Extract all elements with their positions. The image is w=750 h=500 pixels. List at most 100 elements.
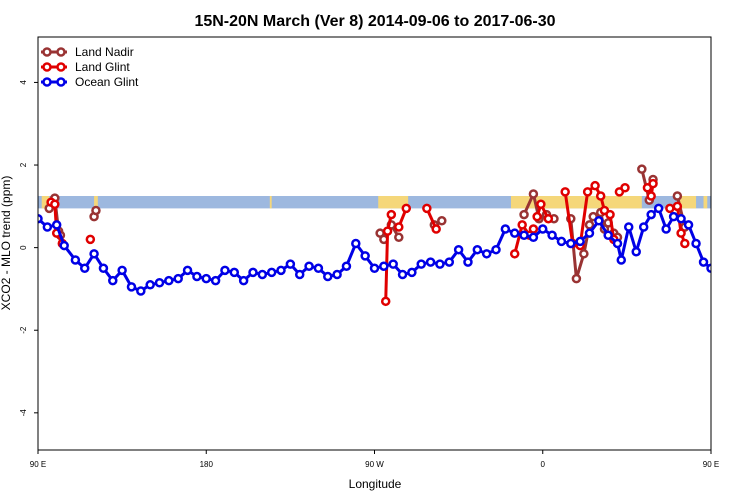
data-point [528, 189, 539, 199]
data-point [173, 273, 183, 284]
data-point [676, 228, 686, 238]
legend-label: Land Glint [75, 60, 130, 74]
legend-marker [56, 77, 66, 87]
data-point [653, 203, 664, 214]
data-point [89, 249, 99, 259]
data-point [431, 224, 441, 234]
legend-marker [56, 62, 66, 72]
data-point [571, 273, 582, 284]
land-band-segment [41, 196, 50, 209]
series-line [38, 206, 711, 293]
data-point [623, 222, 634, 232]
data-point [425, 257, 436, 267]
data-point [668, 211, 679, 222]
data-point [500, 224, 511, 234]
data-point [691, 238, 701, 249]
legend-marker [42, 47, 52, 57]
legend-marker [56, 47, 66, 57]
data-point [285, 259, 296, 269]
data-point [304, 261, 314, 271]
data-point [266, 267, 277, 278]
data-point [620, 182, 630, 193]
data-point [351, 238, 361, 249]
data-point [491, 244, 501, 255]
data-point [579, 249, 589, 259]
data-point [661, 224, 671, 234]
data-point [528, 224, 539, 234]
data-point [59, 240, 69, 251]
legend-marker [42, 62, 52, 72]
data-point [722, 213, 729, 220]
series-ocean-glint [38, 203, 750, 296]
land-band-segment [269, 196, 272, 209]
data-point [416, 259, 426, 269]
data-point [276, 265, 286, 276]
data-point [444, 257, 455, 267]
legend-item: Land Nadir [41, 45, 134, 59]
data-point [566, 238, 576, 249]
x-tick-label: 90 E [30, 460, 46, 469]
data-point [528, 232, 539, 243]
data-point [394, 222, 404, 232]
data-point [437, 216, 447, 226]
data-point [706, 263, 711, 274]
data-point [192, 271, 202, 282]
data-point [397, 269, 408, 280]
data-point [543, 213, 554, 224]
data-point [164, 275, 174, 286]
data-point [665, 203, 675, 214]
data-point [590, 180, 600, 191]
data-point [332, 269, 342, 280]
series-layer [38, 164, 750, 307]
data-point [51, 220, 62, 230]
data-point [360, 251, 370, 261]
data-point [248, 267, 258, 278]
data-point [519, 209, 529, 220]
data-point [85, 234, 96, 245]
data-point [294, 269, 305, 280]
legend-item: Ocean Glint [41, 75, 139, 89]
data-point [532, 211, 542, 222]
x-tick-label: 180 [200, 460, 214, 469]
data-point [422, 203, 432, 214]
land-band-segment [94, 196, 98, 209]
data-point [257, 269, 268, 280]
data-point [517, 220, 527, 230]
data-point [126, 282, 137, 292]
data-point [388, 259, 398, 269]
y-axis-label: XCO2 - MLO trend (ppm) [0, 176, 13, 311]
data-point [672, 191, 683, 201]
data-point [210, 275, 221, 286]
data-point [79, 263, 90, 274]
data-point [584, 220, 595, 230]
series-land-glint [46, 178, 690, 307]
data-point [201, 273, 211, 284]
data-point [560, 187, 570, 197]
data-point [145, 280, 155, 290]
x-tick-label: 90 W [365, 460, 384, 469]
data-point [595, 191, 606, 201]
data-point [637, 164, 647, 174]
legend-label: Ocean Glint [75, 75, 139, 89]
data-point [722, 267, 729, 274]
land-band-segment [539, 196, 642, 209]
y-tick-label: 4 [19, 80, 28, 85]
data-point [646, 191, 656, 201]
data-point [556, 236, 567, 247]
data-point [547, 230, 557, 240]
data-point [582, 187, 593, 197]
data-point [584, 228, 595, 238]
legend-item: Land Glint [41, 60, 130, 74]
data-point [341, 261, 352, 271]
data-point [91, 205, 101, 216]
data-point [519, 230, 529, 240]
data-point [117, 265, 127, 276]
data-point [453, 244, 464, 255]
data-point [745, 283, 750, 290]
data-point [108, 275, 118, 286]
y-axis: -4 -2 0 2 4 [19, 80, 38, 416]
data-point [394, 232, 404, 243]
data-point [229, 267, 240, 278]
data-point [136, 286, 146, 296]
data-point [481, 249, 492, 259]
